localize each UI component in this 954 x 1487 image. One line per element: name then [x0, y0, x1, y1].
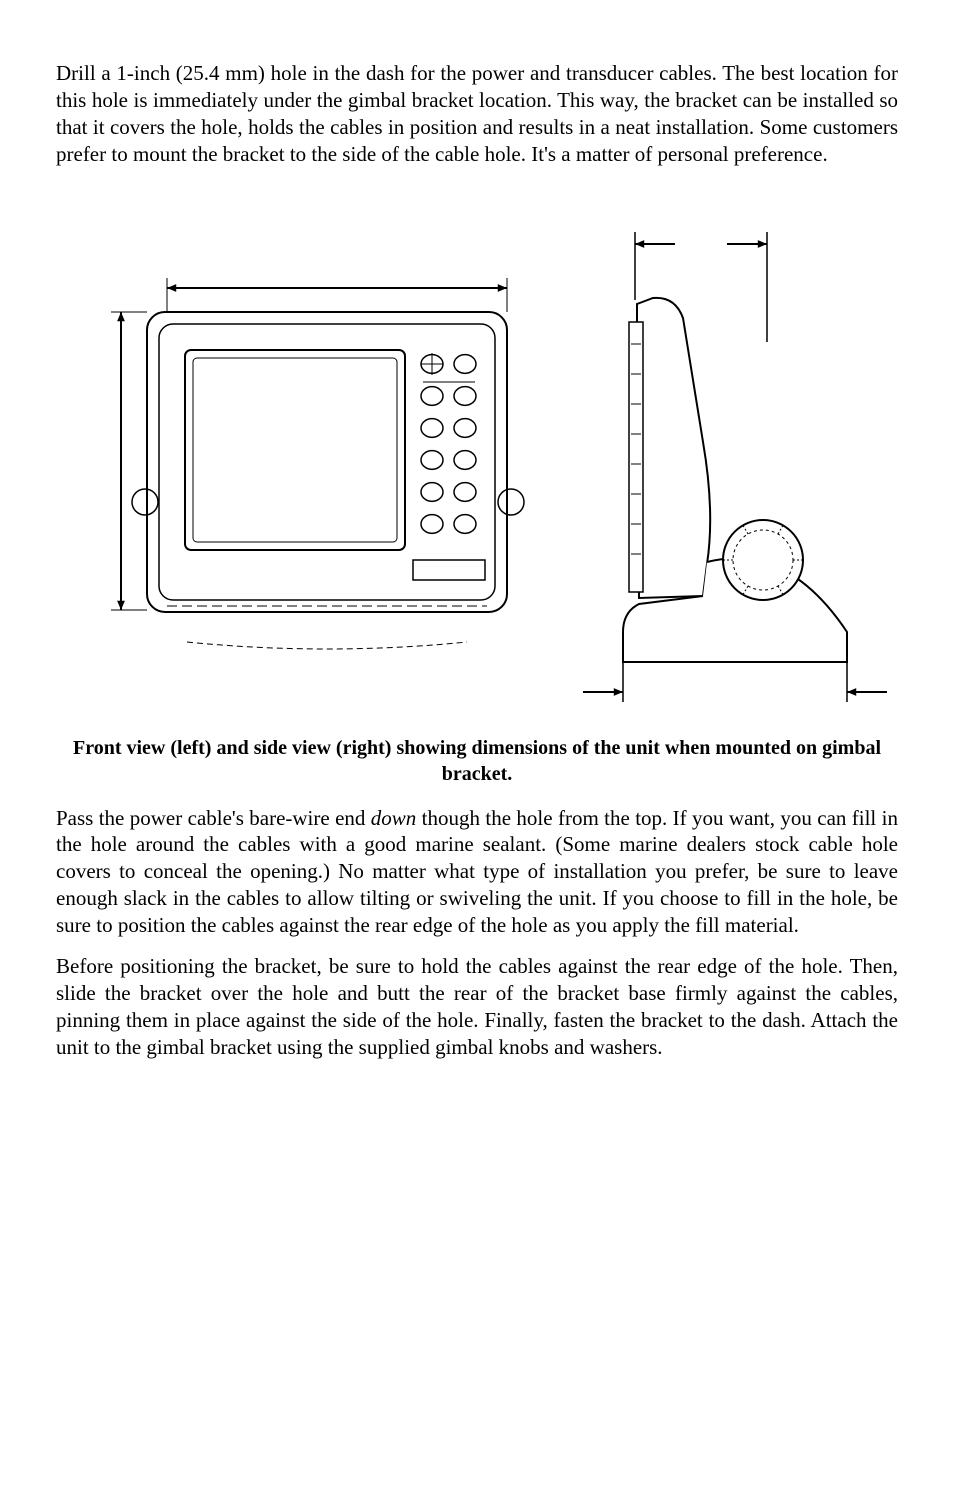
- paragraph-2: Pass the power cable's bare-wire end dow…: [56, 805, 898, 939]
- para2-pre: Pass the power cable's bare-wire end: [56, 806, 371, 830]
- dimensions-diagram: [67, 192, 887, 712]
- figure: [56, 192, 898, 717]
- para2-em: down: [371, 806, 417, 830]
- paragraph-3: Before positioning the bracket, be sure …: [56, 953, 898, 1061]
- paragraph-1: Drill a 1-inch (25.4 mm) hole in the das…: [56, 60, 898, 168]
- figure-caption: Front view (left) and side view (right) …: [56, 735, 898, 787]
